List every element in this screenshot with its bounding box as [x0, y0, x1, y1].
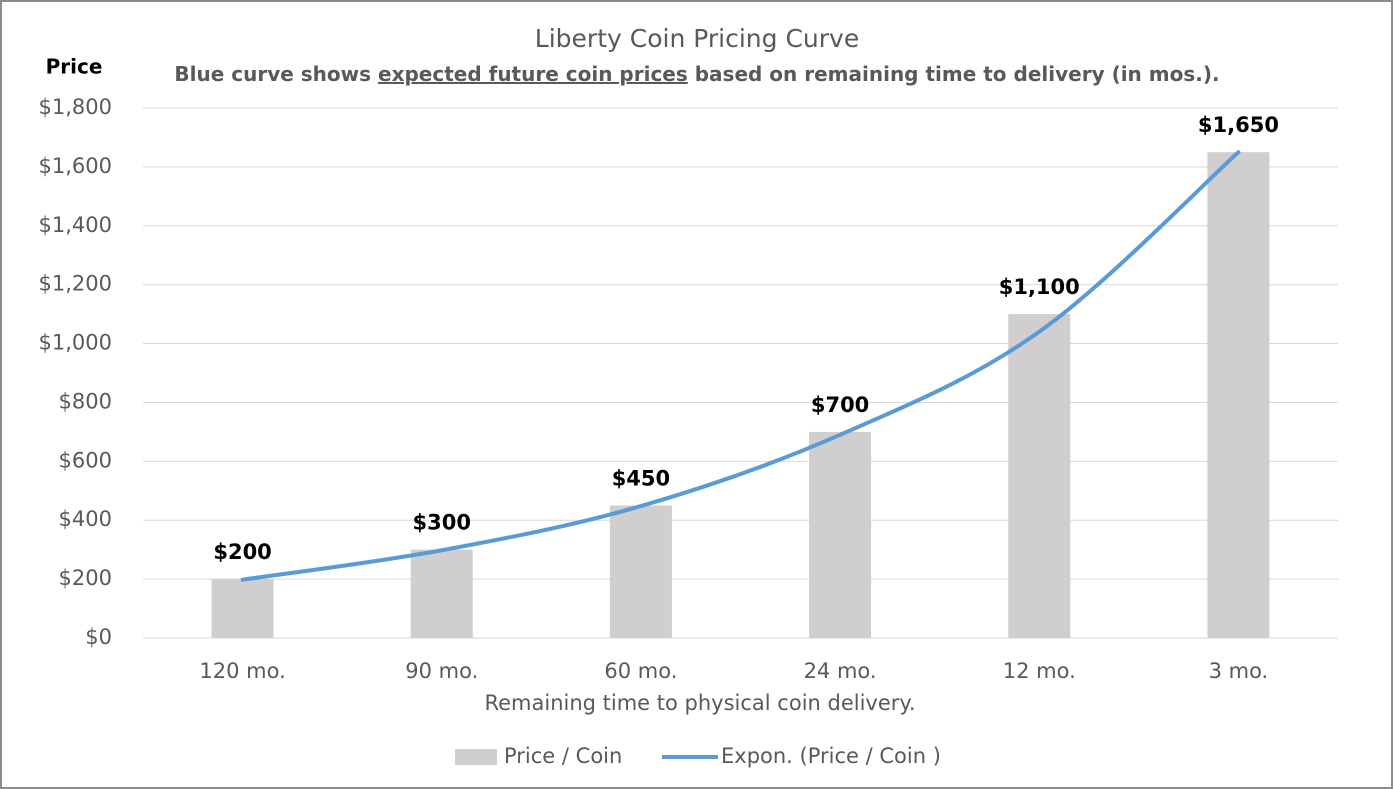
bar: [410, 549, 473, 638]
bar: [809, 431, 872, 638]
x-tick-label: 60 mo.: [604, 659, 677, 683]
x-axis-label: Remaining time to physical coin delivery…: [484, 691, 915, 715]
y-tick-label: $200: [59, 566, 112, 590]
subtitle-emphasis: expected future coin prices: [378, 62, 688, 86]
x-tick-label: 90 mo.: [405, 659, 478, 683]
x-tick-label: 24 mo.: [804, 659, 877, 683]
bar: [211, 579, 274, 638]
data-label: $450: [612, 467, 670, 491]
bar: [1008, 314, 1071, 638]
legend-swatch: [455, 749, 497, 765]
data-label: $1,650: [1198, 113, 1279, 137]
chart-subtitle: Blue curve shows expected future coin pr…: [174, 62, 1219, 86]
data-label: $200: [213, 540, 271, 564]
y-axis-label: Price: [46, 55, 103, 79]
y-tick-label: $1,600: [39, 154, 112, 178]
subtitle-part: based on remaining time to delivery (in …: [688, 62, 1220, 86]
chart-title: Liberty Coin Pricing Curve: [535, 24, 859, 53]
y-tick-label: $400: [59, 507, 112, 531]
data-label: $700: [811, 393, 869, 417]
trend-line: [240, 150, 1241, 582]
y-tick-label: $1,400: [39, 213, 112, 237]
x-tick-label: 3 mo.: [1209, 659, 1269, 683]
bar: [1207, 152, 1270, 638]
legend-label: Expon. (Price / Coin ): [721, 744, 941, 768]
y-tick-label: $1,000: [39, 331, 112, 355]
legend-label: Price / Coin: [504, 744, 622, 768]
subtitle-part: Blue curve shows: [174, 62, 378, 86]
x-tick-label: 12 mo.: [1003, 659, 1076, 683]
y-tick-label: $800: [59, 389, 112, 413]
bar: [609, 505, 672, 638]
y-tick-label: $1,800: [39, 95, 112, 119]
y-tick-label: $600: [59, 448, 112, 472]
x-tick-label: 120 mo.: [199, 659, 285, 683]
data-label: $300: [413, 511, 471, 535]
y-tick-label: $1,200: [39, 272, 112, 296]
data-label: $1,100: [999, 275, 1080, 299]
y-tick-label: $0: [85, 625, 112, 649]
